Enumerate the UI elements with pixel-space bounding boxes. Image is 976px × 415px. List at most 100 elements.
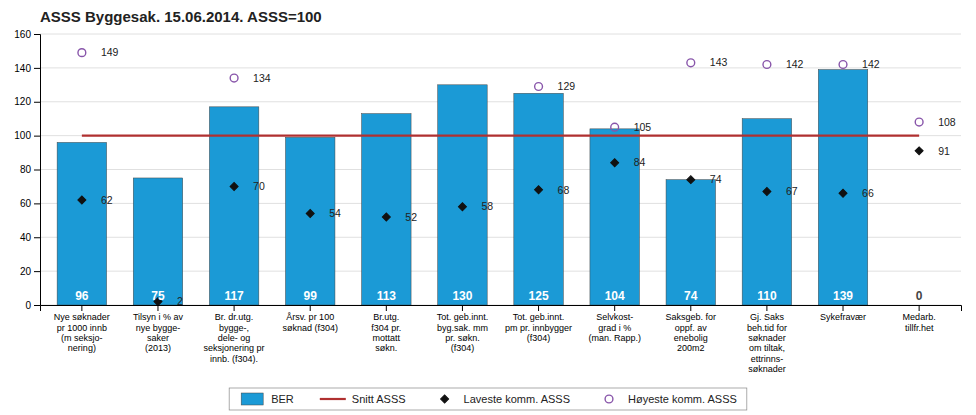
tick-label-line: f304 pr. xyxy=(371,323,401,333)
tick-mark xyxy=(614,305,615,311)
tick-label-line: Gj. Saks xyxy=(750,312,785,322)
bar xyxy=(438,85,487,305)
markers xyxy=(78,147,923,305)
data-label: 91 xyxy=(938,145,950,157)
tick: 0 xyxy=(25,300,40,311)
diamond-marker xyxy=(611,159,619,167)
grid-line xyxy=(40,135,961,136)
data-label: 105 xyxy=(634,121,652,133)
tick-label: 120 xyxy=(14,96,31,107)
tick-mark xyxy=(919,305,920,311)
tick-mark xyxy=(34,271,40,272)
grid-line xyxy=(40,67,961,68)
tick-label-line: (f304) xyxy=(451,343,475,353)
tick-mark xyxy=(34,102,40,103)
data-label: 104 xyxy=(605,289,625,303)
tick-label-line: mottatt xyxy=(373,333,401,343)
tick-mark xyxy=(34,68,40,69)
tick: Gj. Saksbeh.tid forsøknaderom tiltak,ett… xyxy=(747,305,787,374)
bar xyxy=(666,180,715,305)
tick-label: Saksgeb. foroppf. avenebolig200m2 xyxy=(666,312,717,353)
tick-label-line: (m seksjo- xyxy=(61,333,103,343)
legend-swatch xyxy=(605,395,613,403)
data-label: 62 xyxy=(101,194,113,206)
data-label: 67 xyxy=(786,185,798,197)
legend-item: Høyeste komm. ASSS xyxy=(605,393,737,405)
tick-label-line: ettrinns- xyxy=(751,354,784,364)
tick-label: 60 xyxy=(20,198,32,209)
data-labels: 9675117991131301251047411013906227054525… xyxy=(75,46,956,307)
data-label: 129 xyxy=(558,80,576,92)
data-label: 142 xyxy=(786,58,804,70)
data-label: 75 xyxy=(151,289,165,303)
grid-line xyxy=(40,34,961,35)
legend-item: BER xyxy=(241,393,294,405)
data-label: 110 xyxy=(757,289,777,303)
bar xyxy=(133,178,182,305)
data-label: 70 xyxy=(253,180,265,192)
tick-label-line: Sykefravær xyxy=(820,312,866,322)
tick-label-line: grad i % xyxy=(598,323,631,333)
tick-label-line: oppf. av xyxy=(675,323,708,333)
bar xyxy=(362,114,411,305)
bar xyxy=(514,93,563,305)
data-label: 117 xyxy=(224,289,244,303)
data-label: 143 xyxy=(710,56,728,68)
legend-frame xyxy=(229,388,747,410)
data-label: 125 xyxy=(529,289,549,303)
tick: 140 xyxy=(14,63,40,74)
data-label: 96 xyxy=(75,289,89,303)
x-axis: Nye søknaderpr 1000 innb(m seksjo-nering… xyxy=(41,305,962,374)
circle-marker xyxy=(763,61,771,69)
bar xyxy=(57,142,106,305)
tick-label-line: Saksgeb. for xyxy=(666,312,717,322)
data-label: 52 xyxy=(405,211,417,223)
tick-label: Tot. geb.innt.pm pr. innbygger(f304) xyxy=(505,312,572,343)
tick-mark xyxy=(538,305,539,311)
markers xyxy=(78,49,923,131)
tick-label: Tot. geb.innt.byg.sak. mmpr. søkn.(f304) xyxy=(437,312,489,353)
data-label: 74 xyxy=(684,289,698,303)
tick-label: 100 xyxy=(14,130,31,141)
tick-mark xyxy=(310,305,311,311)
tick-label: Nye søknaderpr 1000 innb(m seksjo-nering… xyxy=(54,312,110,353)
tick: Br.utg.f304 pr.mottattsøkn. xyxy=(371,305,401,353)
data-label: 130 xyxy=(452,289,472,303)
legend-label: Laveste komm. ASSS xyxy=(464,393,570,405)
tick-label: Selvkost-grad i %(man. Rapp.) xyxy=(588,312,641,343)
tick-label: 0 xyxy=(25,300,31,311)
diamond-marker xyxy=(230,182,238,190)
tick-label-line: pr 1000 innb xyxy=(57,323,107,333)
tick: Selvkost-grad i %(man. Rapp.) xyxy=(588,305,641,343)
tick-label-line: Nye søknader xyxy=(54,312,110,322)
diamond-marker xyxy=(839,189,847,197)
tick-mark xyxy=(462,305,463,311)
line xyxy=(82,135,919,137)
bar xyxy=(818,70,867,305)
tick: Medarb.tillfr.het xyxy=(903,305,936,333)
tick-mark xyxy=(34,203,40,204)
tick-label-line: innb. (f304). xyxy=(210,354,258,364)
bars xyxy=(57,70,868,305)
tick: Nye søknaderpr 1000 innb(m seksjo-nering… xyxy=(54,305,110,353)
circle-marker xyxy=(915,118,923,126)
tick-label-line: bygge-, xyxy=(219,323,249,333)
data-label: 149 xyxy=(101,46,119,58)
tick-label: 20 xyxy=(20,266,32,277)
tick: Sykefravær xyxy=(820,305,866,322)
legend-swatch xyxy=(320,398,346,400)
diamond-marker xyxy=(458,203,466,211)
tick-label: 80 xyxy=(20,164,32,175)
tick-label-line: enebolig xyxy=(674,333,708,343)
diamond-marker xyxy=(78,196,86,204)
tick: 160 xyxy=(14,29,40,40)
tick-label-line: søknad (f304) xyxy=(282,323,338,333)
circle-marker xyxy=(230,74,238,82)
data-label: 66 xyxy=(862,187,874,199)
diamond-marker xyxy=(915,147,923,155)
data-label: 54 xyxy=(329,207,341,219)
data-label: 99 xyxy=(304,289,318,303)
tick-label-line: (f304) xyxy=(527,333,551,343)
tick-label-line: byg.sak. mm xyxy=(437,323,488,333)
diamond-marker xyxy=(763,188,771,196)
